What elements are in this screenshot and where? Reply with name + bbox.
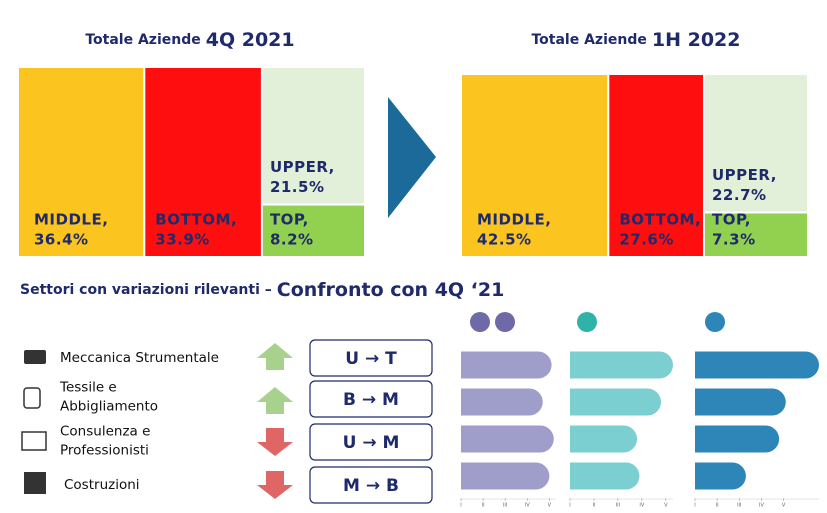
sector-label: Meccanica Strumentale [60, 350, 219, 366]
x-tick-label: V [664, 503, 668, 509]
heading-prefix: Settori con variazioni rilevanti – [20, 282, 272, 298]
down-arrow [257, 471, 293, 499]
bar [461, 388, 543, 416]
bar [570, 388, 662, 416]
bar [695, 462, 746, 490]
title-prefix: Totale Aziende [531, 32, 646, 48]
x-tick-label: II [592, 503, 595, 509]
treemap-tile [460, 73, 610, 258]
chart-title: Totale Aziende 1H 2022 [531, 29, 740, 51]
x-tick-label: V [782, 503, 786, 509]
sector-label: Consulenza e [60, 424, 150, 440]
tile-value: 8.2% [270, 231, 314, 249]
up-arrow [257, 387, 293, 414]
change-label: U → M [343, 433, 400, 453]
tile-name: UPPER, [270, 158, 335, 176]
tile-name: MIDDLE, [34, 211, 108, 229]
x-tick-label: IV [525, 503, 530, 509]
sector-label: Tessile e [59, 380, 117, 396]
change-label: B → M [343, 390, 399, 410]
change-box [309, 423, 433, 461]
icon [24, 472, 46, 494]
bar [461, 351, 552, 379]
bar [695, 388, 786, 416]
icon [21, 431, 47, 451]
sector-label: Professionisti [60, 443, 149, 459]
heading-main: Confronto con 4Q ‘21 [277, 279, 505, 301]
x-tick-label: III [503, 503, 507, 509]
change-box [309, 339, 433, 377]
x-tick-label: II [716, 503, 719, 509]
x-tick-label: II [482, 503, 485, 509]
x-tick-label: I [694, 503, 695, 509]
sector-icons [21, 350, 47, 494]
x-tick-label: IV [759, 503, 764, 509]
treemap-tile [17, 66, 146, 258]
bar [461, 425, 554, 453]
bar [461, 462, 550, 490]
x-tick-label: I [569, 503, 570, 509]
section-heading: Settori con variazioni rilevanti – Confro… [20, 279, 504, 301]
tile-value: 33.9% [155, 231, 210, 249]
x-tick-label: III [616, 503, 620, 509]
x-tick-label: IV [639, 503, 644, 509]
sector-label: Costruzioni [64, 477, 140, 493]
tile-name: TOP, [712, 211, 751, 229]
tile-name: BOTTOM, [619, 211, 701, 229]
bar [570, 462, 640, 490]
treemap-tile [607, 73, 706, 258]
treemap-tile [260, 66, 367, 206]
tile-value: 21.5% [270, 178, 325, 196]
tile-name: UPPER, [712, 166, 777, 184]
tile-value: 7.3% [712, 231, 756, 249]
tile-value: 27.6% [619, 231, 674, 249]
down-arrow [257, 428, 293, 456]
treemap-tile [143, 66, 263, 258]
panel-icon [495, 312, 515, 332]
title-main: 1H 2022 [652, 29, 741, 51]
chart-title: Totale Aziende 4Q 2021 [85, 29, 294, 51]
x-tick-label: V [548, 503, 552, 509]
panel-icon [577, 312, 597, 332]
tile-value: 36.4% [34, 231, 89, 249]
panel-icon [705, 312, 725, 332]
sector-label: Abbigliamento [60, 399, 158, 415]
change-label: U → T [345, 349, 397, 369]
change-box [309, 380, 433, 418]
change-box [309, 466, 433, 504]
bar [695, 351, 819, 379]
icon [24, 350, 46, 364]
bar [570, 351, 673, 379]
bar [695, 425, 780, 453]
up-arrow [257, 343, 293, 370]
transition-arrow [388, 97, 436, 218]
title-prefix: Totale Aziende [85, 32, 200, 48]
title-main: 4Q 2021 [206, 29, 295, 51]
change-label: M → B [343, 476, 399, 496]
x-tick-label: I [460, 503, 461, 509]
treemap-tile [260, 203, 367, 258]
tile-value: 22.7% [712, 186, 767, 204]
icon [23, 387, 41, 409]
tile-name: BOTTOM, [155, 211, 237, 229]
bar [570, 425, 638, 453]
x-tick-label: III [737, 503, 741, 509]
tile-name: TOP, [270, 211, 309, 229]
panel-icon [470, 312, 490, 332]
tile-value: 42.5% [477, 231, 532, 249]
tile-name: MIDDLE, [477, 211, 551, 229]
treemap-tile [703, 211, 809, 258]
